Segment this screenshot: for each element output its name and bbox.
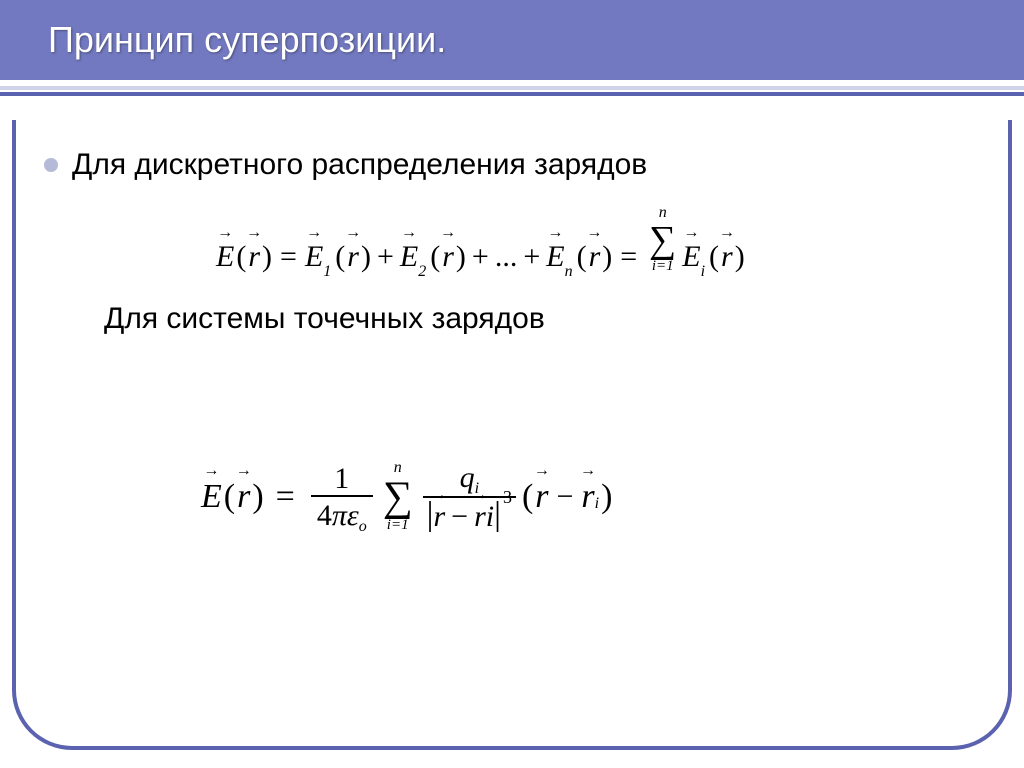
sym-ri: → r bbox=[474, 500, 486, 533]
sym-r: → r bbox=[535, 478, 548, 516]
paren-open: ( bbox=[522, 478, 533, 516]
vector-arrow-icon: → bbox=[547, 224, 563, 242]
vector-arrow-icon: → bbox=[203, 462, 219, 480]
vector-arrow-icon: → bbox=[580, 462, 596, 480]
sym-r: → r bbox=[347, 240, 359, 274]
equals: = bbox=[274, 240, 303, 274]
paren-open: ( bbox=[709, 240, 719, 274]
abs-bar-icon: | bbox=[427, 500, 434, 530]
sigma-sum: n ∑ i=1 bbox=[383, 460, 413, 533]
vector-arrow-icon: → bbox=[246, 224, 262, 242]
sigma-icon: ∑ bbox=[383, 476, 413, 518]
paren-close: ) bbox=[361, 240, 371, 274]
sum-lower-limit: i=1 bbox=[652, 259, 674, 274]
bullet-icon bbox=[44, 158, 58, 172]
sum-lower-limit: i=1 bbox=[387, 518, 409, 533]
sym-r: → r bbox=[237, 478, 250, 516]
plus: + bbox=[468, 240, 493, 274]
subscript-i: i bbox=[486, 500, 494, 533]
equals: = bbox=[614, 240, 643, 274]
equals: = bbox=[266, 478, 305, 516]
vector-arrow-icon: → bbox=[306, 224, 322, 242]
paren-open: ( bbox=[224, 478, 235, 516]
formula-point-charges: → E ( → r ) = 1 4πεo bbox=[201, 460, 612, 533]
sym-r: → r bbox=[433, 500, 445, 533]
sym-r: → r bbox=[248, 240, 260, 274]
paren-close: ) bbox=[735, 240, 745, 274]
title-bar: Принцип суперпозиции. bbox=[0, 0, 1024, 80]
vector-arrow-icon: → bbox=[236, 462, 252, 480]
numerator-one: 1 bbox=[334, 462, 349, 495]
fraction-qi-over-r3: qi | → r − → r i | 3 bbox=[423, 461, 516, 533]
exponent-3: 3 bbox=[503, 488, 512, 508]
paren-close: ) bbox=[456, 240, 466, 274]
sym-r: → r bbox=[721, 240, 733, 274]
sym-E2: → E bbox=[400, 240, 418, 274]
plus: + bbox=[373, 240, 398, 274]
paren-close: ) bbox=[262, 240, 272, 274]
sym-r: → r bbox=[442, 240, 454, 274]
vector-difference: ( → r − → r i ) bbox=[522, 478, 613, 516]
denominator-4pieps: 4πεo bbox=[311, 495, 373, 532]
slide-title: Принцип суперпозиции. bbox=[48, 19, 446, 61]
vector-arrow-icon: → bbox=[432, 488, 446, 503]
ellipsis: ... bbox=[495, 240, 518, 274]
sym-E1: → E bbox=[305, 240, 323, 274]
subscript-i: i bbox=[595, 495, 599, 513]
vector-arrow-icon: → bbox=[683, 224, 699, 242]
vector-arrow-icon: → bbox=[345, 224, 361, 242]
sigma-sum: n ∑ i=1 bbox=[649, 205, 676, 274]
paren-open: ( bbox=[236, 240, 246, 274]
denominator-absr3: | → r − → r i | 3 bbox=[423, 496, 516, 533]
subscript-i: i bbox=[701, 263, 705, 281]
title-underline-light bbox=[0, 86, 1024, 90]
subscript-2: 2 bbox=[418, 263, 426, 281]
content-panel: Для дискретного распределения зарядов → … bbox=[12, 120, 1012, 750]
minus: − bbox=[551, 480, 580, 514]
paren-open: ( bbox=[430, 240, 440, 274]
sub-text: Для системы точечных зарядов bbox=[104, 302, 1008, 336]
formula-point-charges-row: → E ( → r ) = 1 4πεo bbox=[201, 460, 612, 533]
vector-arrow-icon: → bbox=[473, 488, 487, 503]
sym-En: → E bbox=[546, 240, 564, 274]
paren-close: ) bbox=[602, 240, 612, 274]
vector-arrow-icon: → bbox=[534, 462, 550, 480]
bullet-row: Для дискретного распределения зарядов bbox=[44, 148, 1008, 182]
sym-Ei: → E bbox=[682, 240, 700, 274]
sym-E: → E bbox=[201, 478, 222, 516]
sigma-icon: ∑ bbox=[649, 221, 676, 259]
paren-open: ( bbox=[577, 240, 587, 274]
sym-E: → E bbox=[216, 240, 234, 274]
plus: + bbox=[519, 240, 544, 274]
paren-close: ) bbox=[601, 478, 612, 516]
paren-open: ( bbox=[335, 240, 345, 274]
minus: − bbox=[445, 500, 474, 533]
vector-arrow-icon: → bbox=[586, 224, 602, 242]
slide: Принцип суперпозиции. Для дискретного ра… bbox=[0, 0, 1024, 768]
abs-bar-icon: | bbox=[494, 500, 501, 530]
formula-discrete-row: → E ( → r ) = → E 1 ( → r bbox=[216, 205, 745, 274]
sym-ri: → r bbox=[581, 478, 594, 516]
sym-r: → r bbox=[589, 240, 601, 274]
vector-arrow-icon: → bbox=[719, 224, 735, 242]
vector-arrow-icon: → bbox=[440, 224, 456, 242]
subscript-1: 1 bbox=[323, 263, 331, 281]
vector-arrow-icon: → bbox=[401, 224, 417, 242]
subscript-n: n bbox=[565, 263, 573, 281]
bullet-text: Для дискретного распределения зарядов bbox=[72, 148, 647, 182]
fraction-coulomb-constant: 1 4πεo bbox=[311, 462, 373, 532]
formula-discrete: → E ( → r ) = → E 1 ( → r bbox=[216, 205, 745, 274]
title-underline-dark bbox=[0, 92, 1024, 96]
paren-close: ) bbox=[252, 478, 263, 516]
vector-arrow-icon: → bbox=[217, 224, 233, 242]
